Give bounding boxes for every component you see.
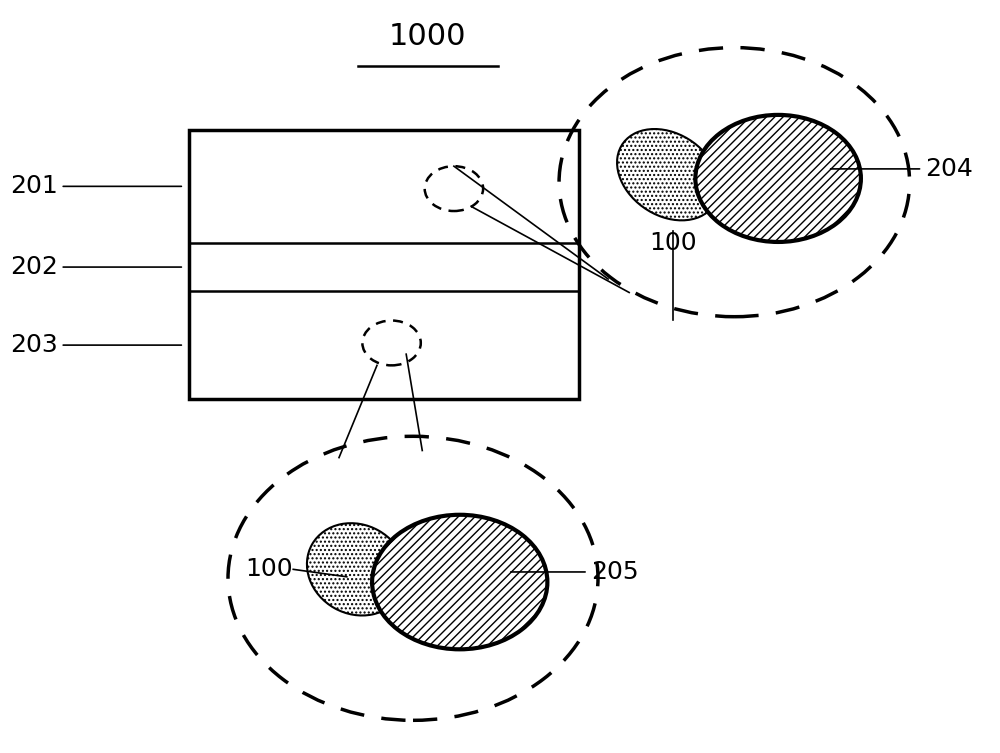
Text: 205: 205 <box>511 560 638 584</box>
Bar <box>189 243 579 291</box>
Bar <box>189 291 579 399</box>
Ellipse shape <box>617 129 719 221</box>
Text: 1000: 1000 <box>389 22 466 51</box>
Text: 203: 203 <box>10 333 181 357</box>
Bar <box>189 130 579 243</box>
Ellipse shape <box>307 523 406 615</box>
Text: 100: 100 <box>246 557 293 581</box>
Bar <box>189 130 579 399</box>
Text: 202: 202 <box>10 255 181 279</box>
Circle shape <box>372 515 547 649</box>
Text: 204: 204 <box>831 157 973 181</box>
Text: 100: 100 <box>649 230 697 255</box>
Circle shape <box>695 115 861 242</box>
Text: 201: 201 <box>10 175 181 198</box>
